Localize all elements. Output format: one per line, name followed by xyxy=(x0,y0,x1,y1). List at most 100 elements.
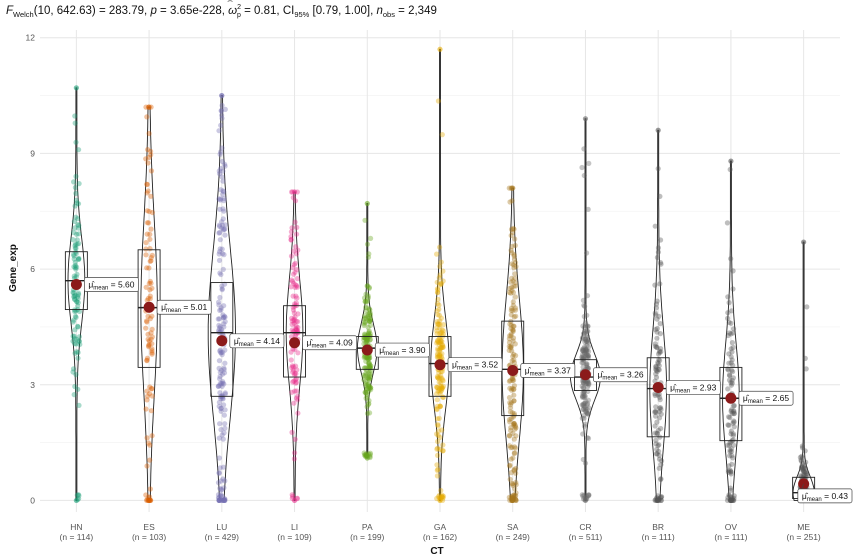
data-point xyxy=(434,384,440,391)
x-tick-label: LU xyxy=(216,522,227,532)
data-point xyxy=(222,314,228,320)
data-point xyxy=(70,319,76,325)
data-point xyxy=(654,431,661,437)
data-point xyxy=(290,293,296,299)
data-point xyxy=(220,216,226,222)
mean-label: μ̂mean = 3.90 xyxy=(374,342,430,358)
data-point xyxy=(653,437,659,443)
data-point xyxy=(580,323,586,329)
data-point xyxy=(222,106,228,112)
data-point xyxy=(290,367,296,373)
data-point xyxy=(365,375,371,381)
data-point xyxy=(440,448,446,454)
data-point xyxy=(799,443,806,449)
mean-label-box xyxy=(374,342,430,358)
data-point xyxy=(293,379,299,385)
data-point xyxy=(218,427,224,433)
data-point xyxy=(726,493,733,499)
data-point xyxy=(292,219,298,225)
data-point xyxy=(657,405,663,411)
data-point xyxy=(146,344,152,350)
data-point xyxy=(362,331,368,337)
data-point xyxy=(653,312,659,318)
data-point xyxy=(437,272,443,278)
data-point xyxy=(728,346,734,352)
data-point xyxy=(579,164,585,171)
data-point xyxy=(511,253,517,259)
data-point xyxy=(508,326,514,332)
data-point-min xyxy=(510,497,516,504)
data-point xyxy=(216,325,222,331)
data-point xyxy=(511,398,517,404)
data-point xyxy=(507,476,513,482)
mean-label: μ̂mean = 4.14 xyxy=(229,333,285,349)
data-point xyxy=(220,314,227,320)
data-point xyxy=(436,415,442,421)
data-point xyxy=(219,246,225,252)
data-point xyxy=(216,470,222,476)
data-point xyxy=(726,414,732,420)
data-point xyxy=(144,231,150,237)
data-point xyxy=(148,408,154,414)
data-point xyxy=(72,292,78,298)
data-point xyxy=(800,472,807,478)
data-point xyxy=(219,286,225,292)
data-point xyxy=(509,250,515,256)
data-point xyxy=(729,377,735,383)
data-point xyxy=(727,166,733,173)
data-point xyxy=(218,396,224,402)
x-tick-label: LI xyxy=(291,522,298,532)
data-point xyxy=(290,493,296,499)
data-point xyxy=(580,364,586,370)
data-point xyxy=(512,236,518,242)
data-point xyxy=(510,376,516,382)
data-point xyxy=(653,451,659,457)
x-tick-n-label: (n = 111) xyxy=(714,532,747,542)
data-point-min xyxy=(728,497,734,504)
data-point xyxy=(222,407,228,413)
data-point xyxy=(513,263,519,270)
data-point xyxy=(219,432,225,438)
data-point xyxy=(439,386,445,392)
data-point xyxy=(729,410,735,416)
data-point xyxy=(510,377,517,383)
mean-point xyxy=(361,344,373,356)
data-point xyxy=(147,236,153,242)
data-point xyxy=(436,379,442,385)
data-point xyxy=(217,485,223,491)
data-point xyxy=(656,415,663,421)
data-point xyxy=(440,394,446,400)
data-point xyxy=(436,341,442,347)
x-tick-n-label: (n = 199) xyxy=(350,532,384,542)
data-point xyxy=(583,347,589,353)
data-point xyxy=(434,406,440,412)
data-point xyxy=(76,225,82,231)
data-point xyxy=(366,376,372,382)
data-point xyxy=(507,345,513,351)
data-point xyxy=(655,359,661,365)
data-point xyxy=(800,468,806,474)
data-point xyxy=(72,262,79,269)
mean-label: μ̂mean = 5.01 xyxy=(156,299,212,315)
data-point xyxy=(72,120,78,126)
data-point xyxy=(294,231,300,237)
data-point xyxy=(147,486,153,492)
data-point xyxy=(71,317,77,323)
data-point xyxy=(508,470,514,476)
data-point xyxy=(657,394,663,400)
mean-point xyxy=(579,369,591,381)
data-point xyxy=(511,386,517,392)
data-point xyxy=(292,450,298,456)
data-point xyxy=(149,341,155,347)
data-point xyxy=(76,338,82,344)
data-point xyxy=(582,350,588,356)
data-point xyxy=(585,340,591,346)
data-point xyxy=(654,368,660,374)
data-point xyxy=(653,305,660,311)
data-point xyxy=(148,258,154,264)
data-point xyxy=(728,256,734,262)
data-point xyxy=(144,297,150,303)
data-point xyxy=(220,266,226,272)
data-point xyxy=(655,249,662,255)
data-point xyxy=(657,193,663,199)
